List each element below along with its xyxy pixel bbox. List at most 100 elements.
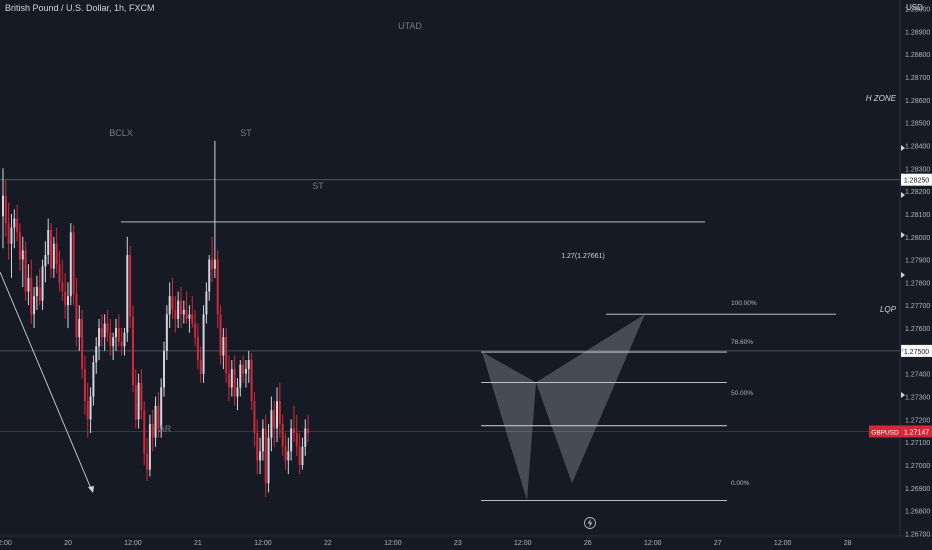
annotation-bclx: BCLX (109, 128, 133, 138)
candle-body-101 (284, 446, 287, 461)
candle-body-74 (208, 259, 211, 292)
candle-body-79 (222, 337, 225, 356)
axis-marker-3 (901, 232, 905, 238)
x-tick-label-9: 12:00 (514, 540, 532, 547)
candle-body-9 (24, 250, 27, 292)
candle-body-46 (129, 255, 132, 317)
y-tick-label-15: 1.27600 (905, 326, 930, 333)
y-tick-label-5: 1.28600 (905, 98, 930, 105)
candle-body-23 (64, 291, 67, 306)
candle-body-75 (211, 259, 214, 269)
x-tick-label-7: 12:00 (384, 540, 402, 547)
y-tick-label-7: 1.28400 (905, 143, 930, 150)
candle-body-14 (38, 286, 41, 301)
candle-body-86 (242, 364, 245, 374)
candle-body-19 (52, 243, 55, 269)
time-axis[interactable]: 12:00 20 12:00 21 12:00 22 12:00 23 12:00 26 12:00… (0, 517, 852, 548)
candle-body-103 (290, 428, 293, 452)
y-tick-label-10: 1.28100 (905, 212, 930, 219)
candle-body-71 (199, 360, 202, 374)
candle-body-31 (86, 401, 89, 420)
candle-body-12 (33, 296, 36, 315)
candle-body-77 (216, 259, 219, 315)
symbol-title[interactable]: British Pound / U.S. Dollar, 1h, FXCM (5, 3, 155, 13)
lightning-bolt-glyph (587, 518, 593, 528)
candle-body-62 (174, 309, 177, 319)
axis-marker-6 (901, 392, 905, 398)
candle-body-69 (194, 323, 197, 338)
candle-body-35 (98, 328, 101, 347)
harmonic-triangle-bcd (536, 314, 645, 484)
candle-body-89 (250, 360, 253, 402)
candle-body-93 (261, 428, 264, 452)
level-price-label-1: 1.28250 (904, 178, 929, 185)
y-tick-label-23: 1.26800 (905, 509, 930, 516)
fib-label-78: 78.60% (731, 339, 753, 346)
candle-body-30 (83, 369, 86, 402)
candle-body-88 (247, 360, 250, 370)
candle-body-100 (281, 423, 284, 447)
candle-body-45 (126, 255, 129, 333)
y-tick-label-9: 1.28200 (905, 189, 930, 196)
annotation-ar: AR (159, 424, 172, 434)
candle-body-40 (112, 337, 115, 347)
candle-body-36 (100, 328, 103, 338)
candle-body-51 (143, 410, 146, 454)
candle-body-92 (259, 451, 262, 461)
candle-body-29 (81, 318, 84, 370)
candle-body-105 (295, 433, 298, 447)
candle-body-43 (120, 341, 123, 347)
x-tick-label-4: 21 (194, 540, 202, 547)
y-tick-label-1: 1.29000 (905, 7, 930, 14)
candle-body-52 (146, 453, 149, 470)
x-tick-label-1: 12:00 (0, 540, 12, 547)
candle-body-85 (239, 364, 242, 388)
candle-body-78 (219, 314, 222, 356)
candle-body-102 (287, 451, 290, 461)
candle-body-26 (72, 232, 75, 294)
fib-label-100: 100.00% (731, 300, 757, 307)
current-price-box (901, 425, 932, 438)
y-tick-label-4: 1.28700 (905, 75, 930, 82)
candle-body-107 (301, 446, 304, 466)
candle-body-6 (16, 218, 19, 233)
candle-body-72 (202, 314, 205, 374)
y-tick-label-13: 1.27800 (905, 280, 930, 287)
candle-body-84 (236, 387, 239, 397)
candle-body-38 (106, 323, 109, 333)
lqp-label: LQP (880, 305, 897, 314)
candle-body-28 (78, 318, 81, 338)
axis-marker-2 (901, 192, 905, 198)
candle-body-99 (278, 401, 281, 424)
fib-label-50: 50.00% (731, 390, 753, 397)
candle-body-8 (21, 250, 24, 260)
candle-body-27 (75, 293, 78, 338)
h-zone-label: H ZONE (866, 94, 897, 103)
candle-body-16 (44, 255, 47, 267)
candle-body-5 (13, 218, 16, 228)
x-tick-label-10: 26 (584, 540, 592, 547)
candle-body-20 (55, 243, 58, 265)
candle-body-70 (196, 337, 199, 361)
y-tick-label-2: 1.28900 (905, 29, 930, 36)
level-price-box-2 (901, 344, 932, 357)
candle-body-104 (292, 428, 295, 434)
candle-body-34 (95, 346, 98, 363)
candle-body-82 (230, 369, 233, 388)
candle-body-15 (41, 266, 44, 301)
y-tick-label-14: 1.27700 (905, 303, 930, 310)
level-price-box-1 (901, 173, 932, 186)
candle-body-98 (276, 401, 279, 429)
candle-body-4 (10, 227, 13, 244)
candle-body-41 (115, 328, 117, 338)
price-axis[interactable]: 1.28250 1.27500 1.29000 1.28900 1.28800 1.287… (869, 7, 932, 539)
candle-body-63 (177, 300, 180, 319)
axis-marker-1 (901, 145, 905, 151)
y-tick-label-19: 1.27200 (905, 417, 930, 424)
axis-marker-5 (901, 347, 905, 353)
candle-body-64 (179, 300, 182, 315)
annotation-st-1: ST (240, 128, 252, 138)
y-tick-label-3: 1.28800 (905, 52, 930, 59)
y-tick-label-17: 1.27400 (905, 372, 930, 379)
